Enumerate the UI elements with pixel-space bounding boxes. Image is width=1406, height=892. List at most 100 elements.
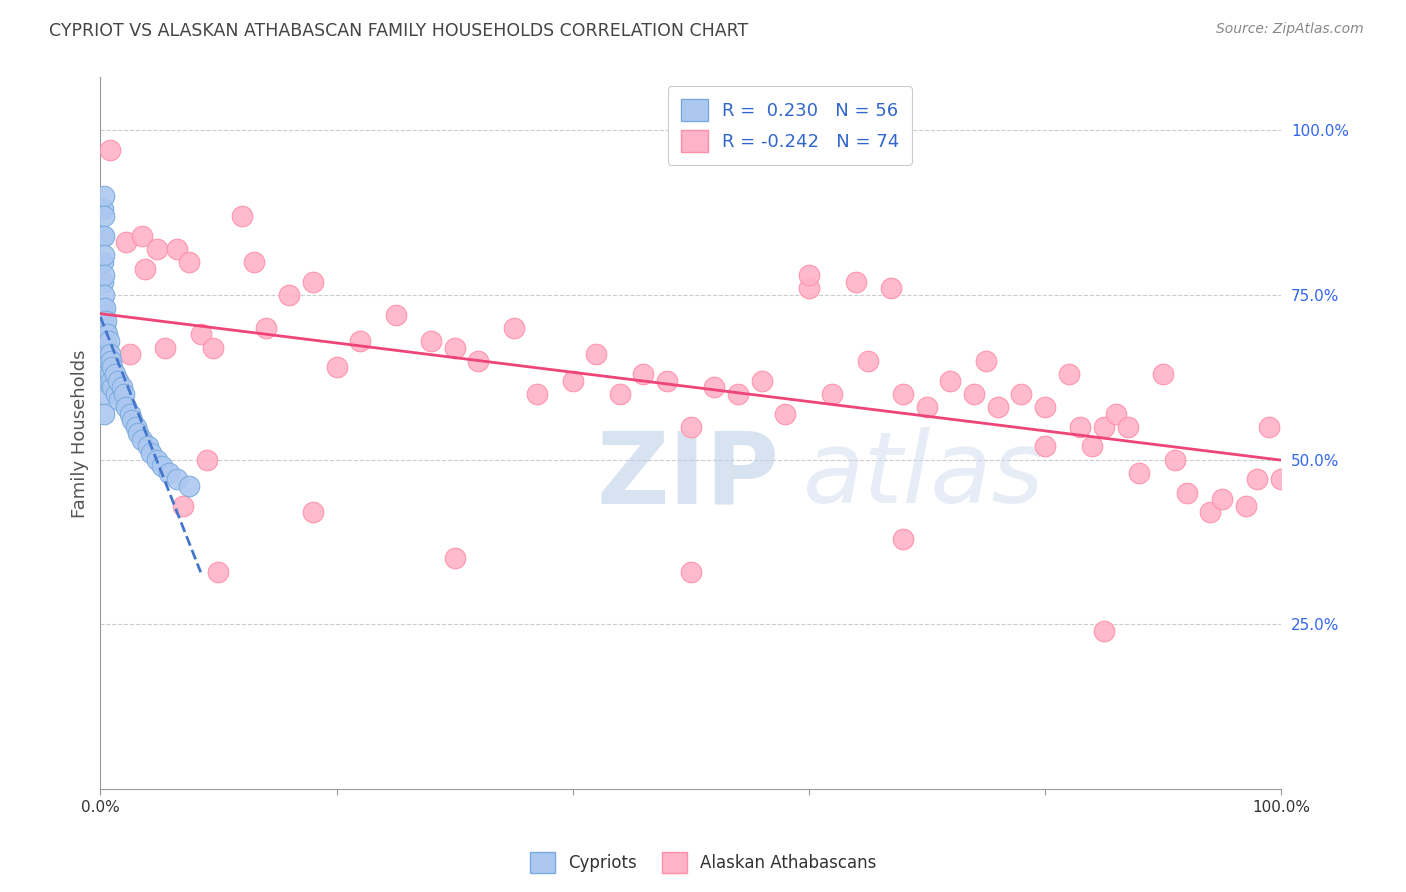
Text: atlas: atlas [803,427,1045,524]
Point [93,268,115,282]
Point [93,189,115,203]
Point [1258,419,1281,434]
Point [1010,386,1032,401]
Point [963,386,986,401]
Point [195,452,218,467]
Point [98,347,121,361]
Point [231,209,253,223]
Point [131,228,153,243]
Point [821,386,844,401]
Point [91,275,114,289]
Point [93,308,115,322]
Point [101,360,124,375]
Point [115,400,138,414]
Point [96,353,118,368]
Legend: R =  0.230   N = 56, R = -0.242   N = 74: R = 0.230 N = 56, R = -0.242 N = 74 [668,87,912,165]
Point [1033,440,1056,454]
Text: CYPRIOT VS ALASKAN ATHABASCAN FAMILY HOUSEHOLDS CORRELATION CHART: CYPRIOT VS ALASKAN ATHABASCAN FAMILY HOU… [49,22,748,40]
Point [110,380,132,394]
Point [107,374,129,388]
Point [96,347,118,361]
Point [93,248,115,262]
Y-axis label: Family Households: Family Households [72,349,89,517]
Point [443,551,465,566]
Point [172,499,194,513]
Point [561,374,583,388]
Point [703,380,725,394]
Point [91,228,114,243]
Point [797,281,820,295]
Point [118,347,141,361]
Point [115,235,138,250]
Point [302,505,325,519]
Point [146,242,169,256]
Point [112,386,135,401]
Point [526,386,548,401]
Point [1092,624,1115,638]
Point [93,367,115,381]
Point [1211,492,1233,507]
Point [103,367,125,381]
Point [139,446,162,460]
Point [93,327,115,342]
Point [727,386,749,401]
Point [97,334,120,348]
Point [201,341,224,355]
Point [177,255,200,269]
Point [121,413,143,427]
Point [1175,485,1198,500]
Point [1270,472,1292,486]
Point [108,393,131,408]
Point [98,367,121,381]
Point [134,261,156,276]
Point [679,419,702,434]
Point [302,275,325,289]
Point [939,374,962,388]
Point [502,321,524,335]
Point [1128,466,1150,480]
Point [1057,367,1080,381]
Point [91,255,114,269]
Point [1081,440,1104,454]
Point [349,334,371,348]
Point [1092,419,1115,434]
Point [609,386,631,401]
Point [655,374,678,388]
Point [254,321,277,335]
Point [207,565,229,579]
Point [96,314,118,328]
Point [1164,452,1187,467]
Point [93,228,115,243]
Point [974,353,997,368]
Point [1116,419,1139,434]
Point [107,374,129,388]
Point [633,367,655,381]
Point [1246,472,1268,486]
Point [987,400,1010,414]
Point [93,407,115,421]
Point [278,288,301,302]
Point [94,321,117,335]
Point [93,288,115,302]
Point [157,466,180,480]
Point [91,202,114,217]
Point [96,374,118,388]
Point [100,353,122,368]
Point [118,407,141,421]
Point [880,281,903,295]
Point [443,341,465,355]
Point [97,374,120,388]
Point [1199,505,1222,519]
Point [467,353,489,368]
Point [131,433,153,447]
Point [96,334,118,348]
Point [797,268,820,282]
Point [98,143,121,157]
Point [773,407,796,421]
Point [96,327,118,342]
Point [585,347,607,361]
Point [891,386,914,401]
Text: Source: ZipAtlas.com: Source: ZipAtlas.com [1216,22,1364,37]
Point [100,374,122,388]
Point [94,301,117,315]
